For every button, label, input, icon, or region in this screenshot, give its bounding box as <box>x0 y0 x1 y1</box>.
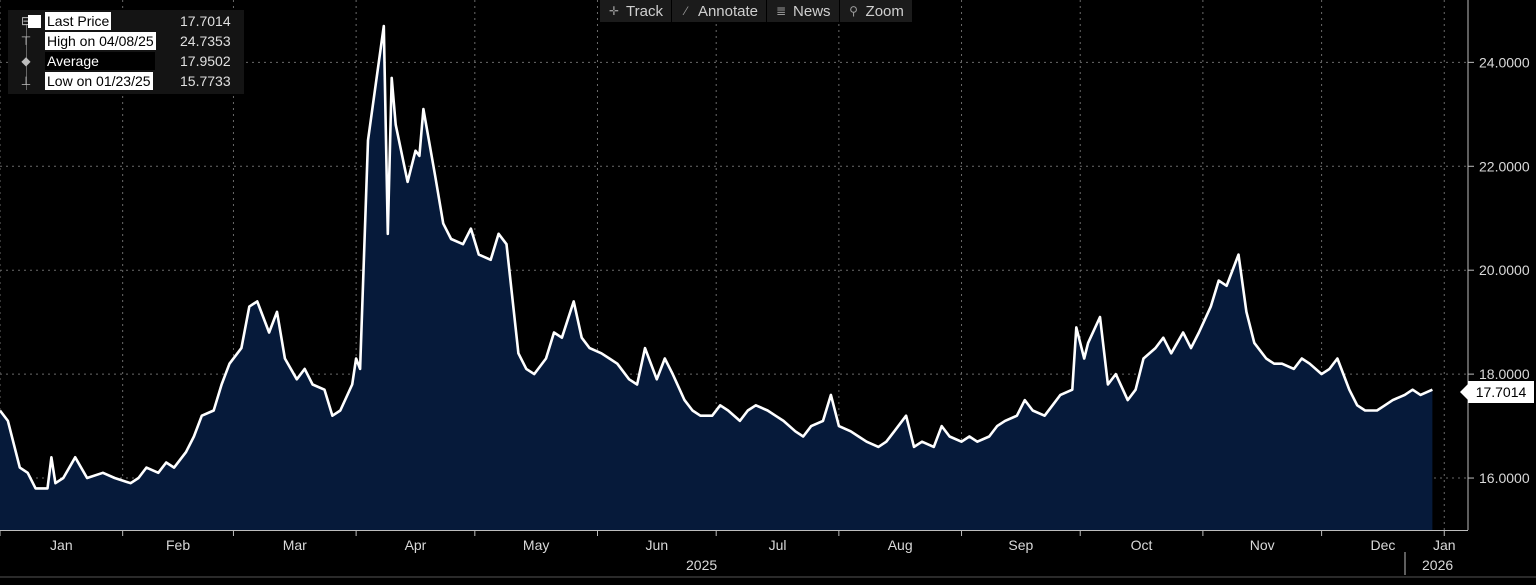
pencil-icon: ⁄ <box>684 4 687 18</box>
x-tick-label-9: Oct <box>1131 537 1153 553</box>
legend-value-low: 15.7733 <box>180 73 231 89</box>
track-button[interactable]: ✛ Track <box>600 0 672 22</box>
y-axis: 16.0000 18.0000 20.0000 22.0000 24.0000 <box>1468 54 1530 486</box>
year-label-2026: 2026 <box>1422 557 1454 573</box>
legend-row-low[interactable]: ⊥ Low on 01/23/25 15.7733 <box>8 71 244 90</box>
x-tick-label-0: Jan <box>50 537 73 553</box>
crosshair-icon: ✛ <box>608 4 620 18</box>
price-line <box>0 24 1433 490</box>
low-marker-icon: ⊥ <box>20 74 32 88</box>
legend-guide-line <box>26 24 27 90</box>
x-tick-label-6: Jul <box>769 537 787 553</box>
track-label: Track <box>626 2 663 20</box>
legend: ⊟ Last Price 17.7014 ⊤ High on 04/08/25 … <box>8 10 244 94</box>
zoom-label: Zoom <box>865 2 904 20</box>
chart-toolbar: ✛ Track ⁄ Annotate ≣ News ⚲ Zoom <box>600 0 913 22</box>
x-tick-label-2: Mar <box>283 537 307 553</box>
news-label: News <box>793 2 831 20</box>
legend-value-average: 17.9502 <box>180 53 231 69</box>
x-tick-label-1: Feb <box>166 537 190 553</box>
legend-value-high: 24.7353 <box>180 33 231 49</box>
x-tick-label-4: May <box>523 537 549 553</box>
news-icon: ≣ <box>775 4 787 18</box>
y-tick-label-4: 24.0000 <box>1479 54 1530 70</box>
x-tick-label-12: Jan <box>1433 537 1456 553</box>
legend-label-last: Last Price <box>45 12 112 30</box>
legend-value-last: 17.7014 <box>180 13 231 29</box>
magnifier-icon: ⚲ <box>849 4 858 18</box>
year-label-2025: 2025 <box>686 557 718 573</box>
y-tick-label-0: 16.0000 <box>1479 470 1530 486</box>
x-tick-label-3: Apr <box>405 537 427 553</box>
x-tick-label-7: Aug <box>888 537 913 553</box>
price-area <box>0 26 1433 530</box>
x-axis: Jan Feb Mar Apr May Jun Jul Aug Sep Oct Nov Dec Jan <box>0 530 1456 553</box>
legend-swatch-last <box>28 15 41 28</box>
annotate-button[interactable]: ⁄ Annotate <box>672 0 768 22</box>
legend-row-high[interactable]: ⊤ High on 04/08/25 24.7353 <box>8 31 244 50</box>
y-tick-label-3: 22.0000 <box>1479 158 1530 174</box>
y-tick-label-1: 18.0000 <box>1479 366 1530 382</box>
legend-label-low: Low on 01/23/25 <box>45 72 153 90</box>
x-tick-label-8: Sep <box>1008 537 1033 553</box>
legend-label-average: Average <box>45 52 155 70</box>
legend-label-high: High on 04/08/25 <box>45 32 156 50</box>
high-marker-icon: ⊤ <box>20 34 32 48</box>
legend-expand-icon[interactable]: ⊟ <box>20 14 32 28</box>
x-tick-label-5: Jun <box>646 537 669 553</box>
x-tick-label-11: Dec <box>1370 537 1395 553</box>
last-price-tag: 17.7014 <box>1460 381 1534 403</box>
legend-row-average[interactable]: ◆ Average 17.9502 <box>8 51 244 70</box>
legend-row-last[interactable]: ⊟ Last Price 17.7014 <box>8 11 244 30</box>
average-marker-icon: ◆ <box>21 54 31 68</box>
annotate-label: Annotate <box>697 2 759 20</box>
y-tick-label-2: 20.0000 <box>1479 262 1530 278</box>
zoom-button[interactable]: ⚲ Zoom <box>840 0 913 22</box>
news-button[interactable]: ≣ News <box>767 0 840 22</box>
x-tick-label-10: Nov <box>1250 537 1275 553</box>
